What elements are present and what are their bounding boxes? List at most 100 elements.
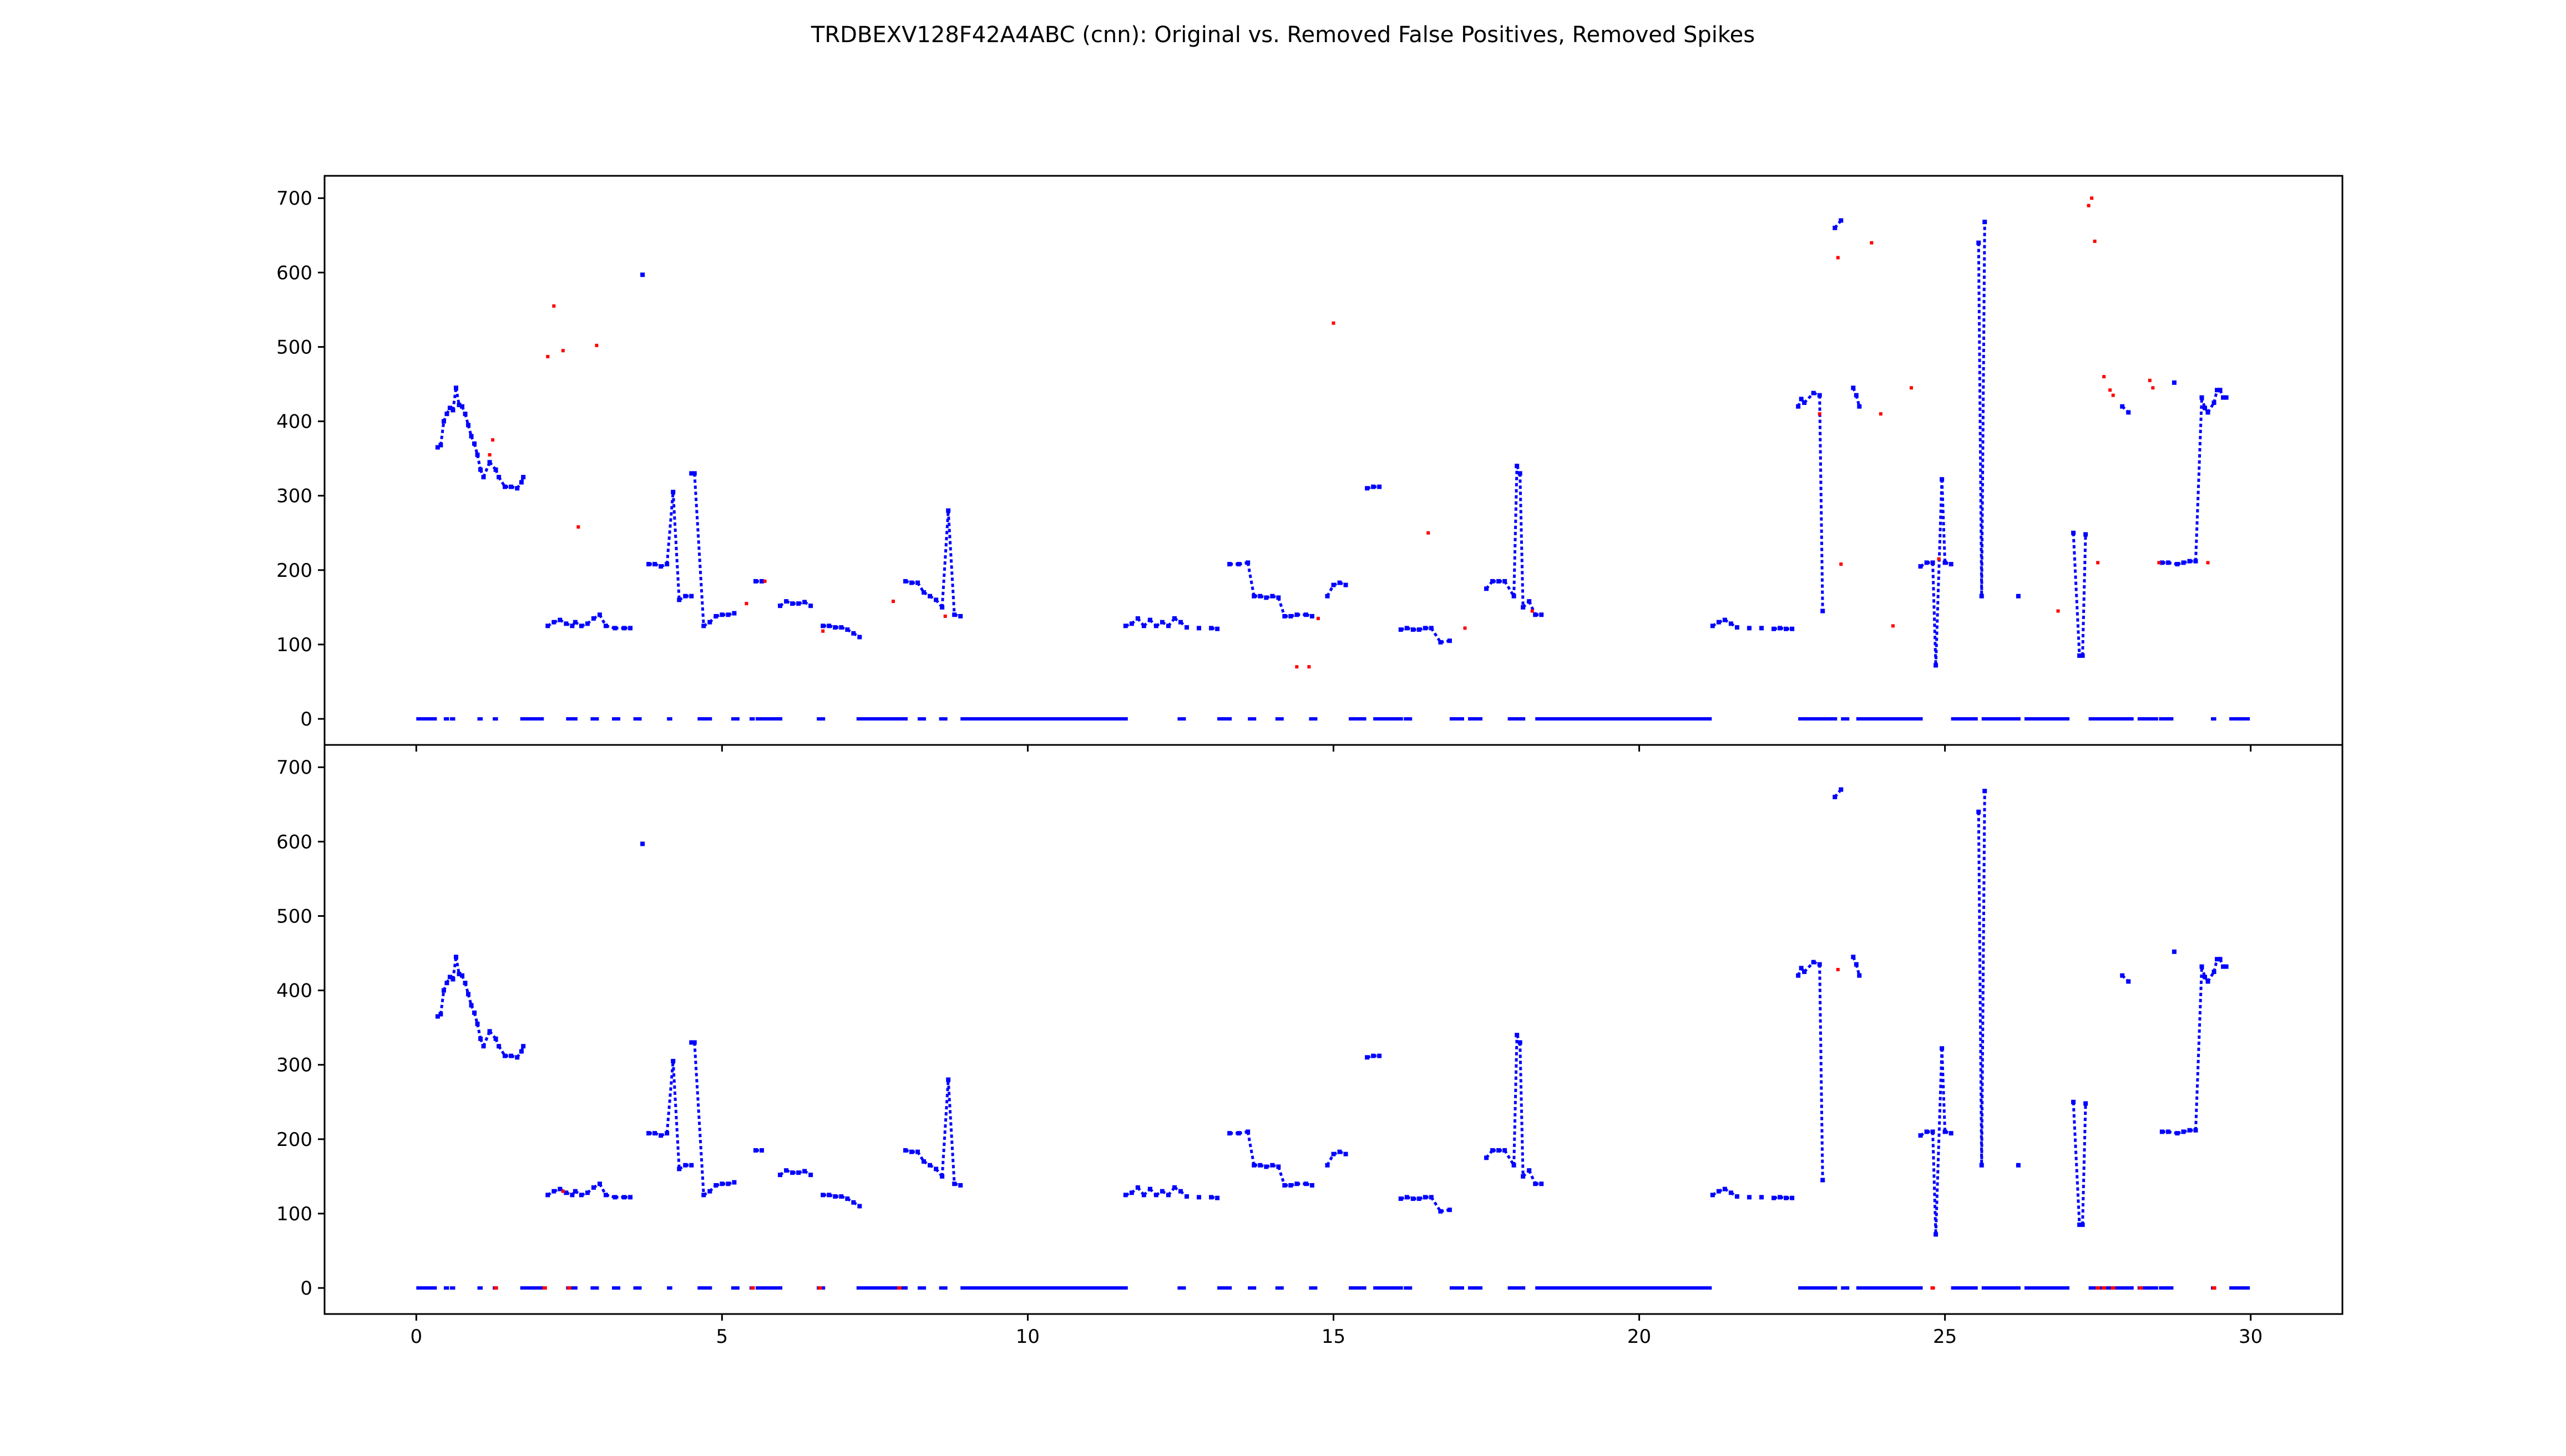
removed-point	[595, 343, 599, 347]
kept-point	[1857, 973, 1862, 978]
kept-trace	[1305, 613, 1313, 618]
kept-trace	[1305, 1182, 1313, 1187]
kept-trace	[1180, 621, 1188, 628]
kept-trace	[1920, 561, 1927, 568]
kept-trace	[482, 461, 491, 478]
kept-trace	[1940, 479, 1947, 563]
kept-trace	[451, 956, 458, 980]
kept-trace	[1503, 580, 1515, 597]
kept-trace	[1259, 1164, 1267, 1168]
kept-trace	[1724, 618, 1732, 625]
removed-point	[2151, 386, 2155, 390]
removed-zero-point	[1930, 1286, 1935, 1290]
removed-point	[2087, 204, 2091, 207]
kept-trace	[1339, 1150, 1347, 1155]
removed-point	[943, 614, 947, 618]
kept-trace	[581, 1191, 588, 1196]
kept-trace	[703, 621, 711, 627]
kept-trace	[1167, 617, 1176, 627]
kept-trace	[954, 1182, 961, 1187]
kept-trace	[1527, 1170, 1537, 1185]
removed-point	[763, 579, 767, 583]
kept-trace	[1266, 595, 1273, 599]
removed-point	[2056, 609, 2060, 613]
kept-trace	[437, 1013, 442, 1018]
kept-trace	[2168, 561, 2178, 566]
kept-trace	[727, 1181, 735, 1185]
kept-trace	[786, 600, 793, 605]
kept-trace	[2081, 534, 2087, 656]
kept-point	[1197, 1195, 1202, 1200]
y-tick-label: 100	[276, 1203, 312, 1225]
kept-trace	[1855, 394, 1861, 407]
kept-trace	[464, 413, 470, 425]
kept-trace	[1940, 1048, 1947, 1132]
kept-trace	[2183, 1129, 2190, 1133]
removed-zero-point	[542, 1286, 547, 1290]
kept-trace	[1712, 1190, 1720, 1196]
kept-trace	[847, 628, 854, 635]
kept-trace	[916, 1151, 925, 1163]
kept-trace	[1718, 618, 1725, 624]
kept-trace	[2194, 397, 2204, 561]
y-tick-label: 300	[276, 485, 312, 508]
removed-point	[561, 1189, 565, 1193]
x-tick-label: 30	[2239, 1326, 2263, 1348]
kept-trace	[1718, 1188, 1725, 1193]
kept-trace	[1366, 485, 1374, 490]
kept-point	[1759, 1195, 1764, 1200]
kept-trace	[516, 1051, 523, 1058]
kept-trace	[470, 435, 476, 444]
kept-trace	[2194, 966, 2204, 1130]
kept-trace	[565, 622, 573, 627]
kept-trace	[494, 1038, 500, 1047]
kept-trace	[1515, 1034, 1521, 1043]
kept-trace	[470, 1005, 476, 1013]
removed-zero-point	[897, 1286, 902, 1290]
kept-trace	[654, 562, 662, 568]
kept-trace	[1136, 617, 1145, 627]
removed-point	[1937, 557, 1941, 561]
kept-point	[1747, 626, 1752, 631]
kept-trace	[786, 1169, 793, 1174]
kept-trace	[1818, 964, 1824, 1180]
kept-trace	[2213, 389, 2219, 403]
kept-trace	[2213, 958, 2219, 972]
kept-trace	[1485, 580, 1494, 590]
kept-trace	[1440, 1208, 1450, 1213]
kept-trace	[1167, 1186, 1176, 1196]
kept-trace	[1272, 595, 1279, 599]
kept-trace	[458, 403, 463, 408]
kept-point	[1839, 218, 1844, 223]
kept-trace	[678, 595, 686, 601]
kept-trace	[671, 491, 681, 600]
kept-trace	[1800, 967, 1806, 973]
removed-zero-point	[2111, 1286, 2115, 1290]
removed-zero-point	[817, 1286, 822, 1290]
kept-trace	[460, 405, 467, 415]
kept-trace	[940, 510, 950, 608]
kept-trace	[715, 1182, 722, 1187]
kept-trace	[727, 612, 735, 616]
kept-trace	[1155, 1190, 1163, 1196]
kept-point	[640, 272, 645, 277]
kept-trace	[437, 444, 442, 449]
kept-trace	[1977, 811, 1983, 1165]
kept-trace	[494, 469, 500, 478]
kept-trace	[1326, 1153, 1335, 1166]
kept-trace	[565, 1191, 573, 1196]
removed-point	[1818, 412, 1821, 416]
kept-trace	[929, 1164, 937, 1170]
kept-trace	[708, 1184, 717, 1193]
kept-trace	[1724, 1188, 1732, 1194]
y-tick-label: 500	[276, 336, 312, 358]
kept-trace	[1977, 242, 1983, 596]
kept-trace	[1430, 1196, 1442, 1213]
kept-trace	[454, 387, 460, 405]
kept-trace	[1277, 597, 1286, 617]
kept-trace	[1512, 466, 1519, 596]
kept-trace	[2200, 966, 2206, 978]
y-tick-label: 300	[276, 1054, 312, 1077]
kept-trace	[2183, 560, 2190, 564]
kept-trace	[828, 624, 836, 629]
